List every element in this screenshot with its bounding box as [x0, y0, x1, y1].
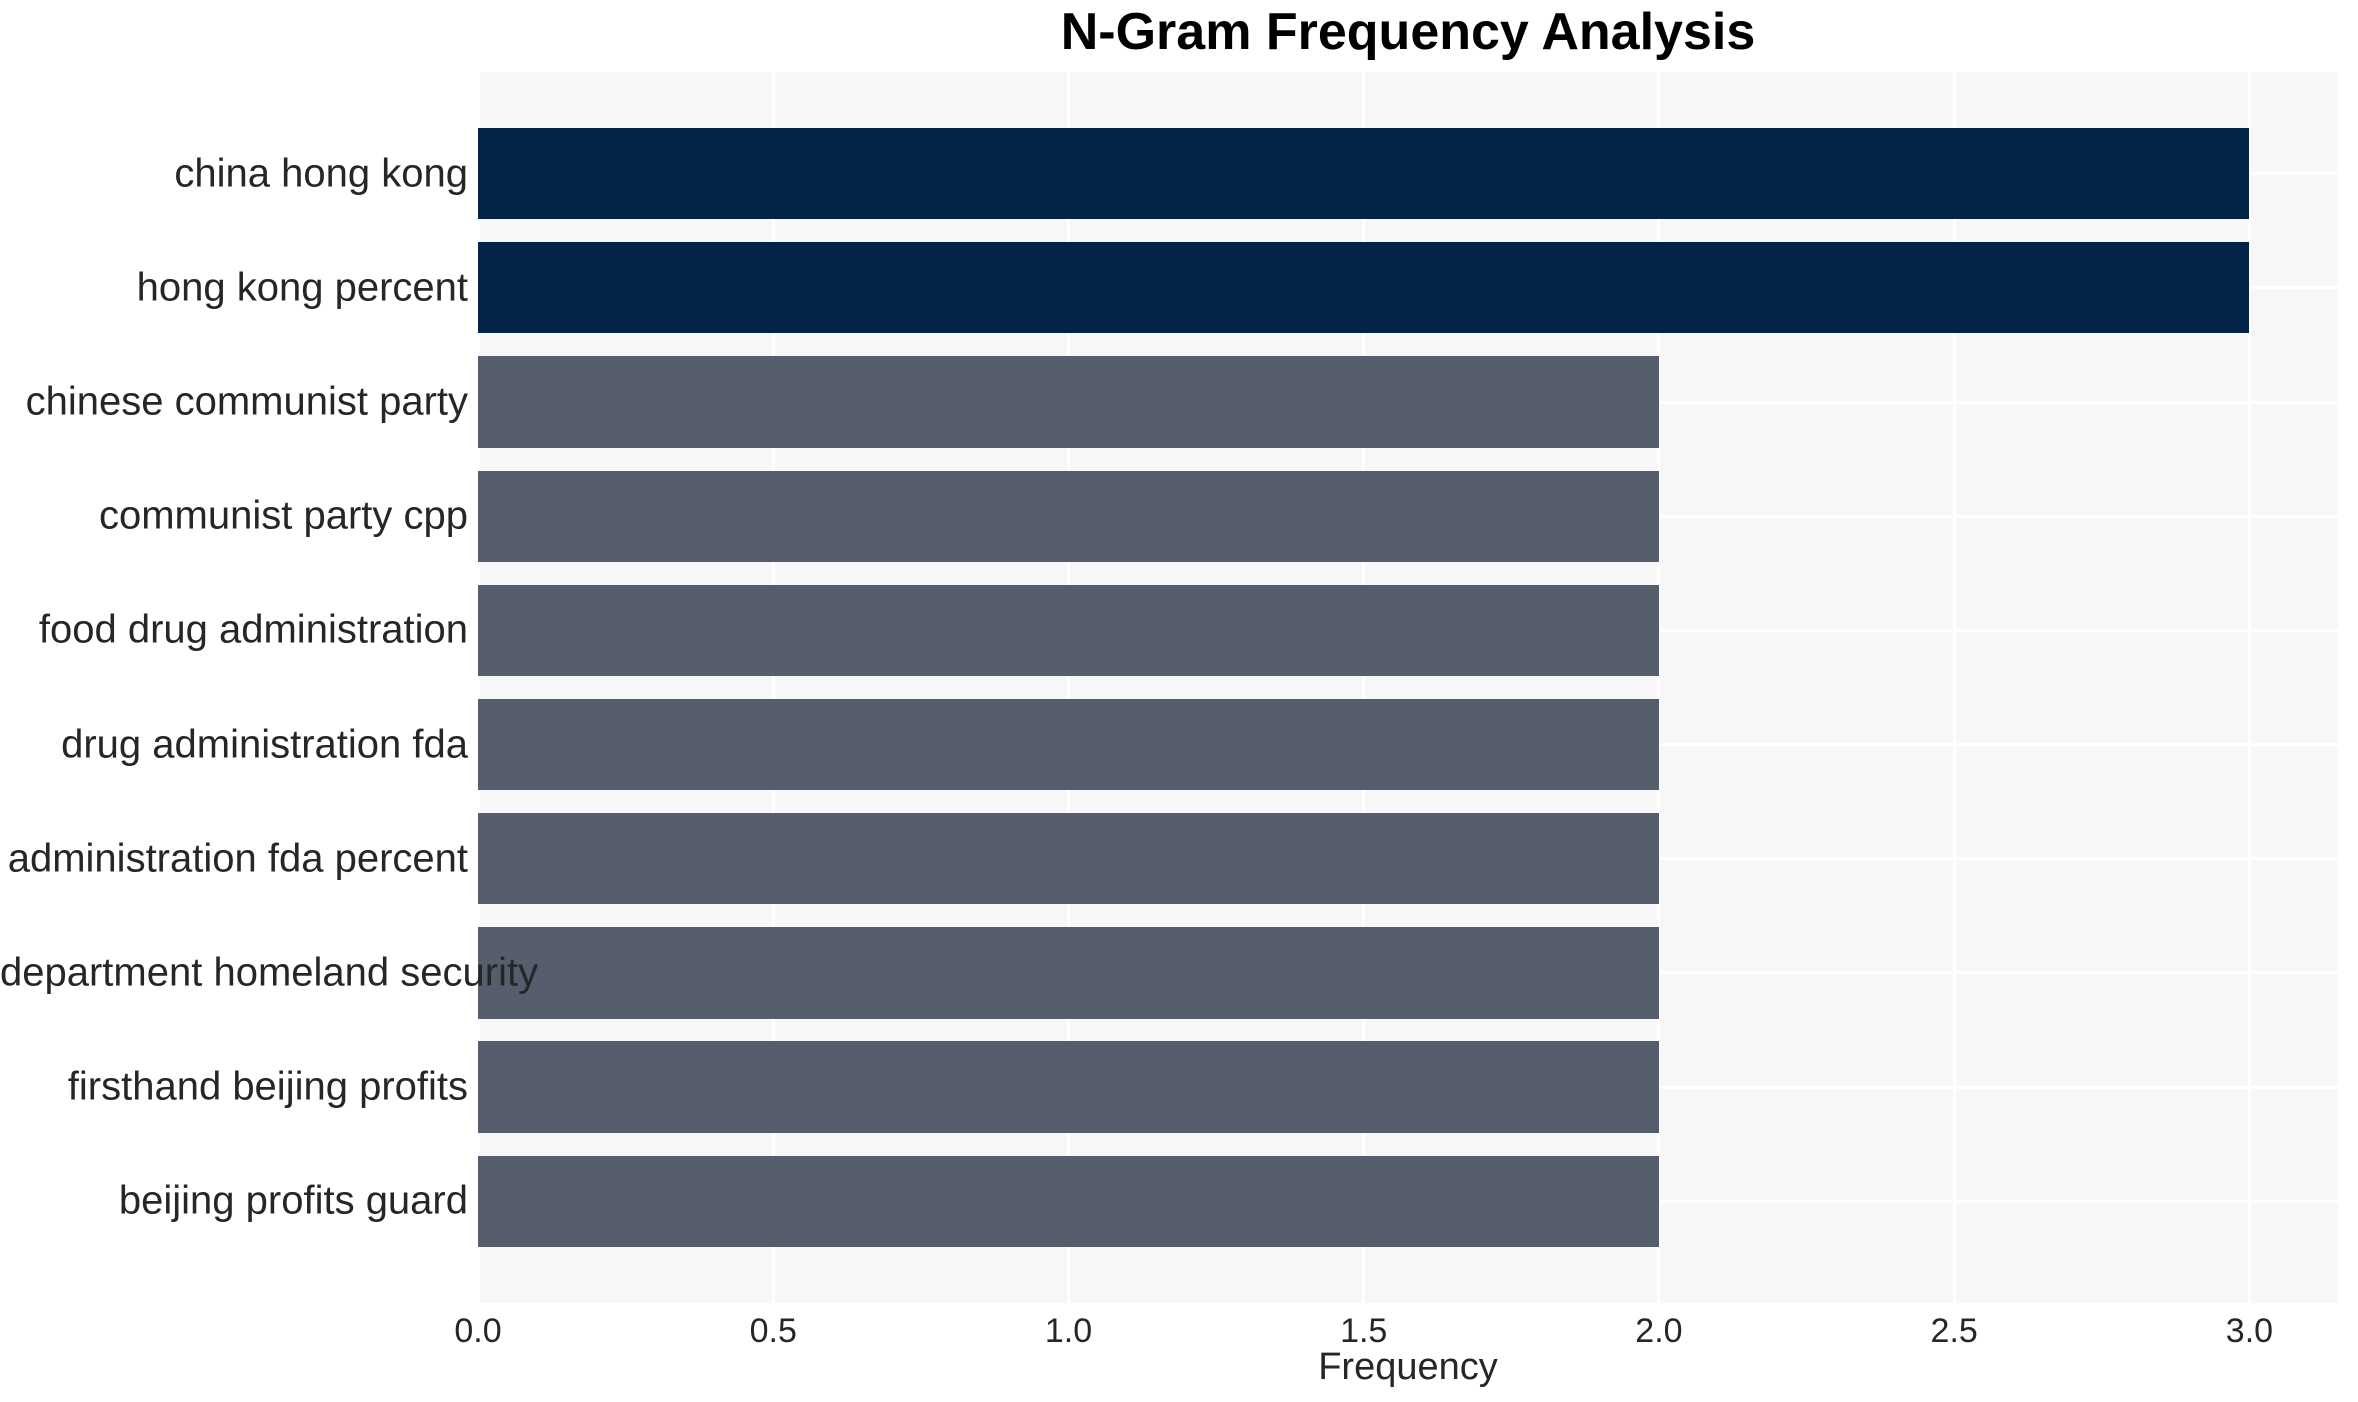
bar-administration-fda-percent: [478, 813, 1659, 905]
x-tick-label: 1.5: [1340, 1312, 1388, 1350]
plot-area: [476, 72, 2338, 1303]
x-axis-label: Frequency: [1318, 1346, 1498, 1388]
vertical-gridline: [2247, 72, 2251, 1303]
x-tick-label: 2.5: [1930, 1312, 1978, 1350]
bar-chinese-communist-party: [478, 356, 1659, 448]
bar-china-hong-kong: [478, 127, 2250, 220]
vertical-gridline: [1657, 72, 1661, 1303]
y-tick-label: administration fda percent: [7, 836, 468, 881]
x-tick-label: 1.0: [1044, 1312, 1093, 1350]
vertical-gridline: [1066, 72, 1070, 1303]
bar-hong-kong-percent: [478, 242, 2250, 334]
vertical-gridline: [476, 72, 480, 1303]
x-tick-label: 0.5: [749, 1312, 797, 1350]
bar-food-drug-administration: [478, 584, 1659, 677]
bar-communist-party-cpp: [478, 470, 1659, 562]
bar-firsthand-beijing-profits: [478, 1041, 1659, 1133]
x-tick-label: 0.0: [454, 1312, 502, 1350]
vertical-gridline: [1952, 72, 1956, 1303]
bar-department-homeland-security: [478, 927, 1659, 1019]
vertical-gridline: [771, 72, 775, 1303]
y-tick-label: communist party cpp: [98, 493, 468, 538]
bar-beijing-profits-guard: [478, 1155, 1659, 1248]
y-tick-label: food drug administration: [38, 607, 468, 652]
y-tick-label: firsthand beijing profits: [67, 1064, 468, 1109]
y-tick-label: chinese communist party: [25, 379, 468, 424]
y-tick-label: beijing profits guard: [118, 1178, 468, 1223]
chart-title: N-Gram Frequency Analysis: [1060, 3, 1756, 61]
x-tick-label: 2.0: [1635, 1312, 1683, 1350]
bar-drug-administration-fda: [478, 698, 1659, 791]
y-tick-label: department homeland security: [0, 950, 539, 995]
y-tick-label: china hong kong: [174, 151, 468, 196]
vertical-gridline: [1362, 72, 1366, 1303]
x-tick-label: 3.0: [2225, 1312, 2274, 1350]
y-tick-label: drug administration fda: [61, 722, 468, 767]
y-tick-label: hong kong percent: [136, 265, 468, 310]
